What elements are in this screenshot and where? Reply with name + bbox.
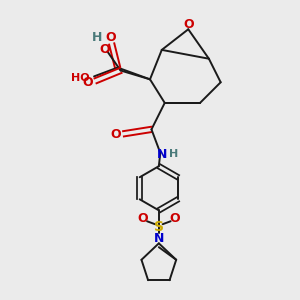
Text: O: O: [83, 76, 94, 89]
Text: O: O: [110, 128, 121, 141]
Text: O: O: [170, 212, 180, 225]
Text: O: O: [137, 212, 148, 225]
Text: S: S: [154, 220, 164, 234]
Text: O: O: [100, 43, 110, 56]
Text: O: O: [183, 18, 194, 32]
Text: HO: HO: [71, 73, 90, 83]
Text: H: H: [169, 149, 178, 159]
Text: N: N: [157, 148, 167, 161]
Text: H: H: [92, 31, 102, 44]
Text: N: N: [154, 232, 164, 245]
Text: O: O: [105, 31, 116, 44]
